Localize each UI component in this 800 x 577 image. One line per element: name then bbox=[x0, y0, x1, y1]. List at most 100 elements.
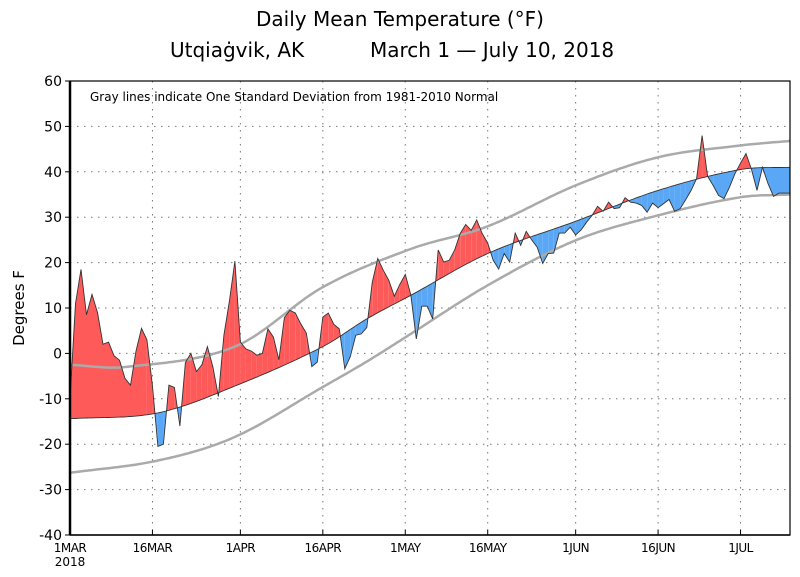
y-tick-label: -40 bbox=[39, 528, 62, 544]
below-normal-fill bbox=[773, 167, 779, 197]
above-normal-fill bbox=[146, 339, 153, 415]
below-normal-fill bbox=[564, 223, 571, 234]
below-normal-fill bbox=[361, 318, 367, 334]
above-normal-fill bbox=[256, 353, 263, 378]
below-normal-fill bbox=[531, 234, 538, 248]
below-normal-fill bbox=[647, 192, 653, 213]
above-normal-fill bbox=[262, 328, 268, 375]
above-normal-fill bbox=[394, 284, 400, 304]
lower-std-line bbox=[69, 193, 791, 475]
above-normal-fill bbox=[328, 313, 334, 344]
y-tick-label: 30 bbox=[44, 210, 62, 226]
above-normal-fill bbox=[218, 335, 224, 393]
anomaly-fills bbox=[70, 135, 790, 447]
normal-line bbox=[69, 166, 791, 420]
x-tick-label: 1MAY bbox=[390, 541, 422, 555]
y-tick-label: 0 bbox=[53, 346, 62, 362]
above-normal-fill bbox=[383, 270, 389, 310]
below-normal-fill bbox=[581, 217, 587, 230]
above-normal-fill bbox=[141, 328, 147, 416]
below-normal-fill bbox=[713, 173, 719, 196]
above-normal-fill bbox=[300, 323, 307, 358]
above-normal-fill bbox=[740, 153, 746, 170]
below-normal-fill bbox=[636, 196, 642, 206]
above-normal-fill bbox=[438, 249, 444, 280]
upper-std-line bbox=[69, 139, 791, 369]
below-normal-fill bbox=[685, 180, 692, 200]
x-tick-label: 1JUN bbox=[562, 541, 589, 555]
below-normal-fill bbox=[669, 185, 675, 212]
below-normal-fill bbox=[416, 289, 422, 339]
above-normal-fill bbox=[471, 219, 477, 262]
above-normal-fill bbox=[465, 224, 472, 265]
chart-subtitle-location: Utqiaġvik, AK bbox=[170, 38, 305, 62]
daily-mean-line bbox=[69, 135, 790, 448]
above-normal-fill bbox=[114, 355, 120, 418]
above-normal-fill bbox=[273, 337, 279, 370]
y-tick-label: 60 bbox=[44, 74, 62, 90]
above-normal-fill bbox=[267, 328, 274, 373]
above-normal-fill bbox=[190, 353, 197, 404]
below-normal-fill bbox=[718, 172, 724, 199]
above-normal-fill bbox=[284, 310, 290, 366]
x-tick-label: 16JUN bbox=[641, 541, 675, 555]
above-normal-fill bbox=[449, 249, 455, 274]
above-normal-fill bbox=[245, 348, 252, 382]
above-normal-fill bbox=[185, 353, 191, 406]
below-normal-fill bbox=[663, 187, 670, 204]
above-normal-fill bbox=[454, 233, 461, 271]
chart-subtitle-dates: March 1 — July 10, 2018 bbox=[370, 38, 614, 62]
above-normal-fill bbox=[443, 260, 450, 277]
below-normal-fill bbox=[498, 246, 505, 269]
above-normal-fill bbox=[388, 280, 395, 307]
above-normal-fill bbox=[435, 249, 439, 282]
below-normal-fill bbox=[570, 221, 576, 235]
lines bbox=[69, 135, 791, 475]
below-normal-fill bbox=[427, 283, 433, 319]
below-normal-fill bbox=[548, 229, 554, 254]
y-axis-label: Degrees F bbox=[10, 270, 28, 346]
x-tick-label: 16MAY bbox=[469, 541, 508, 555]
above-normal-fill bbox=[168, 385, 175, 411]
above-normal-fill bbox=[136, 328, 142, 417]
above-normal-fill bbox=[377, 258, 384, 313]
below-normal-fill bbox=[559, 225, 565, 234]
below-normal-fill bbox=[652, 190, 659, 208]
above-normal-fill bbox=[86, 294, 92, 418]
below-normal-fill bbox=[784, 167, 790, 194]
below-normal-fill bbox=[641, 194, 648, 213]
above-normal-fill bbox=[125, 378, 131, 417]
x-tick-year-label: 2018 bbox=[55, 555, 86, 569]
above-normal-fill bbox=[108, 342, 114, 418]
y-tick-label: 20 bbox=[44, 256, 62, 272]
above-normal-fill bbox=[196, 364, 202, 402]
y-tick-label: -10 bbox=[39, 392, 62, 408]
below-normal-fill bbox=[311, 349, 318, 367]
y-tick-label: 40 bbox=[44, 165, 62, 181]
below-normal-fill bbox=[674, 183, 681, 212]
below-normal-fill bbox=[504, 244, 510, 263]
below-normal-fill bbox=[355, 322, 362, 336]
below-normal-fill bbox=[350, 325, 356, 357]
x-tick-label: 1APR bbox=[226, 541, 256, 555]
below-normal-fill bbox=[630, 197, 637, 204]
above-normal-fill bbox=[460, 224, 466, 268]
above-normal-fill bbox=[103, 342, 109, 418]
below-normal-fill bbox=[493, 248, 499, 269]
x-tick-label: 1MAR bbox=[54, 541, 87, 555]
chart-title: Daily Mean Temperature (°F) bbox=[256, 7, 544, 31]
y-tick-label: 10 bbox=[44, 301, 62, 317]
above-normal-fill bbox=[207, 346, 213, 398]
chart-annotation: Gray lines indicate One Standard Deviati… bbox=[90, 90, 498, 104]
below-normal-fill bbox=[768, 167, 774, 197]
x-tick-label: 16APR bbox=[305, 541, 342, 555]
below-normal-fill bbox=[658, 188, 664, 208]
y-tick-label: 50 bbox=[44, 119, 62, 135]
above-normal-fill bbox=[295, 313, 301, 361]
above-normal-fill bbox=[223, 301, 230, 391]
above-normal-fill bbox=[240, 342, 246, 384]
below-normal-fill bbox=[421, 286, 428, 307]
above-normal-fill bbox=[399, 274, 406, 302]
